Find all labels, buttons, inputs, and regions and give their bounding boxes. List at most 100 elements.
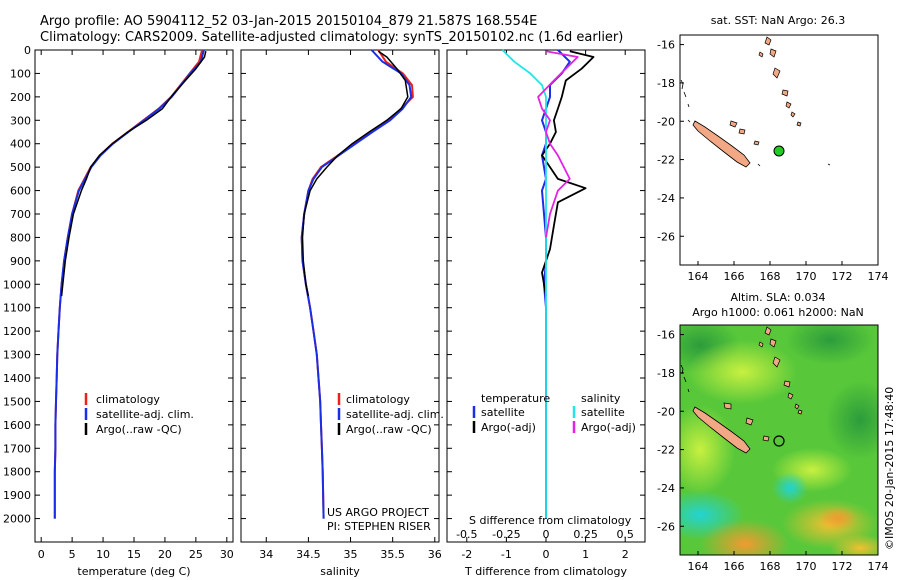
credit-label: ©IMOS 20-Jan-2015 17:48:40 xyxy=(883,387,896,550)
map-coastline-fragments xyxy=(680,364,690,393)
project-label: US ARGO PROJECT xyxy=(327,506,429,519)
difference-x-axis-label: T difference from climatology xyxy=(464,565,627,578)
legend-label-climatology: climatology xyxy=(96,393,160,406)
map-sst-axes: 164 166 168 170 172 174 -16 -18 -20 -22 -24 -26 xyxy=(657,39,888,283)
legend-label-t-satellite: satellite xyxy=(481,406,525,419)
x-tick-label: 25 xyxy=(189,548,203,561)
salinity-axes: 34 34.5 35 35.5 36 xyxy=(241,49,442,561)
series-line-salinity-argo-adj xyxy=(537,50,579,238)
y-tick-label: 1200 xyxy=(3,325,31,338)
argo-float-marker xyxy=(773,435,785,447)
map-y-tick-label: -22 xyxy=(657,154,675,167)
sla-heatmap xyxy=(680,325,878,555)
x2-tick-label: -0.5 xyxy=(456,528,477,541)
series-line-argo-raw-qc xyxy=(60,51,207,297)
map-y-tick-label: -20 xyxy=(657,405,675,418)
y-tick-label: 500 xyxy=(10,161,31,174)
x2-tick-label: 0 xyxy=(543,528,550,541)
difference-series xyxy=(501,49,595,519)
x-tick-label: -1 xyxy=(501,548,512,561)
legend-label-satellite: satellite-adj. clim. xyxy=(96,408,194,421)
temperature-axes: 0 5 10 15 20 25 300100200300400500600700800900… xyxy=(3,44,234,561)
chart-title-line2: Climatology: CARS2009. Satellite-adjuste… xyxy=(40,30,624,45)
y-tick-label: 200 xyxy=(10,91,31,104)
series-line-satellite-adj-clim xyxy=(53,49,205,519)
y-tick-label: 1100 xyxy=(3,302,31,315)
pi-label: PI: STEPHEN RISER xyxy=(327,520,431,533)
x2-tick-label: -0.25 xyxy=(492,528,520,541)
x-tick-label: 0 xyxy=(38,548,45,561)
legend-label-satellite: satellite-adj. clim. xyxy=(346,408,444,421)
series-line-climatology xyxy=(53,49,204,519)
map-sla-title: Altim. SLA: 0.034 xyxy=(730,291,825,304)
temperature-plot-frame xyxy=(34,49,234,543)
y-tick-label: 2000 xyxy=(3,513,31,526)
legend-header-temperature: temperature xyxy=(481,392,550,405)
loyalty-islands xyxy=(723,402,770,442)
map-coastline-fragments xyxy=(680,79,831,167)
map-x-tick-label: 164 xyxy=(688,270,709,283)
legend-label-s-satellite: satellite xyxy=(581,406,625,419)
map-x-tick-label: 168 xyxy=(760,270,781,283)
y-tick-label: 700 xyxy=(10,208,31,221)
map-y-tick-label: -26 xyxy=(657,230,675,243)
map-sst-land xyxy=(680,36,831,168)
series-line-climatology xyxy=(300,49,414,519)
x-tick-label: 2 xyxy=(622,548,629,561)
x-tick-label: -2 xyxy=(461,548,472,561)
y-tick-label: 1700 xyxy=(3,442,31,455)
x-tick-label: 10 xyxy=(96,548,110,561)
difference-axes: -2 -1 0 1 2 -0.5 -0.25 0 0.25 0.5 xyxy=(447,49,645,561)
map-sst-title: sat. SST: NaN Argo: 26.3 xyxy=(711,14,845,27)
y-tick-label: 900 xyxy=(10,255,31,268)
temperature-legend: climatology satellite-adj. clim. Argo(..… xyxy=(84,393,194,436)
y-tick-label: 400 xyxy=(10,138,31,151)
x-tick-label: 5 xyxy=(69,548,76,561)
map-y-tick-label: -16 xyxy=(657,329,675,342)
map-y-tick-label: -22 xyxy=(657,444,675,457)
argo-float-marker xyxy=(773,145,785,157)
x-tick-label: 15 xyxy=(127,548,141,561)
series-line-satellite-adj-clim xyxy=(300,49,413,519)
y-tick-label: 1600 xyxy=(3,419,31,432)
series-line-salinity-satellite xyxy=(501,49,547,519)
y-tick-label: 800 xyxy=(10,231,31,244)
legend-label-argo: Argo(..raw -QC) xyxy=(96,423,182,436)
y-tick-label: 1300 xyxy=(3,349,31,362)
map-y-tick-label: -18 xyxy=(657,77,675,90)
salinity-legend: climatology satellite-adj. clim. Argo(..… xyxy=(337,393,444,436)
map-y-tick-label: -18 xyxy=(657,367,675,380)
map-x-tick-label: 166 xyxy=(724,560,745,573)
y-tick-label: 100 xyxy=(10,67,31,80)
map-x-tick-label: 174 xyxy=(868,270,889,283)
x-tick-label: 30 xyxy=(220,548,234,561)
map-y-tick-label: -16 xyxy=(657,39,675,52)
legend-label-argo: Argo(..raw -QC) xyxy=(346,423,432,436)
legend-label-t-argo: Argo(-adj) xyxy=(481,421,536,434)
map-x-tick-label: 170 xyxy=(796,270,817,283)
x-tick-label: 1 xyxy=(582,548,589,561)
x-tick-label: 35.5 xyxy=(380,548,405,561)
x-tick-label: 36 xyxy=(428,548,442,561)
salinity-x-axis-label: salinity xyxy=(320,565,360,578)
x2-tick-label: 0.25 xyxy=(573,528,598,541)
map-x-tick-label: 170 xyxy=(796,560,817,573)
x-tick-label: 20 xyxy=(158,548,172,561)
y-tick-label: 1000 xyxy=(3,278,31,291)
loyalty-islands xyxy=(729,120,760,146)
salinity-plot-frame xyxy=(240,49,440,543)
temperature-series xyxy=(53,49,207,519)
map-x-tick-label: 168 xyxy=(760,560,781,573)
new-caledonia-landmass xyxy=(692,120,751,168)
vanuatu-islands xyxy=(758,36,802,127)
temperature-x-axis-label: temperature (deg C) xyxy=(77,565,190,578)
map-y-tick-label: -20 xyxy=(657,115,675,128)
map-sla-frame xyxy=(679,324,879,556)
y-tick-label: 1400 xyxy=(3,372,31,385)
legend-header-salinity: salinity xyxy=(581,392,621,405)
new-caledonia-landmass xyxy=(692,406,751,454)
y-tick-label: 1800 xyxy=(3,466,31,479)
chart-title-line1: Argo profile: AO 5904112_52 03-Jan-2015 … xyxy=(40,14,538,29)
x-tick-label: 0 xyxy=(543,548,550,561)
